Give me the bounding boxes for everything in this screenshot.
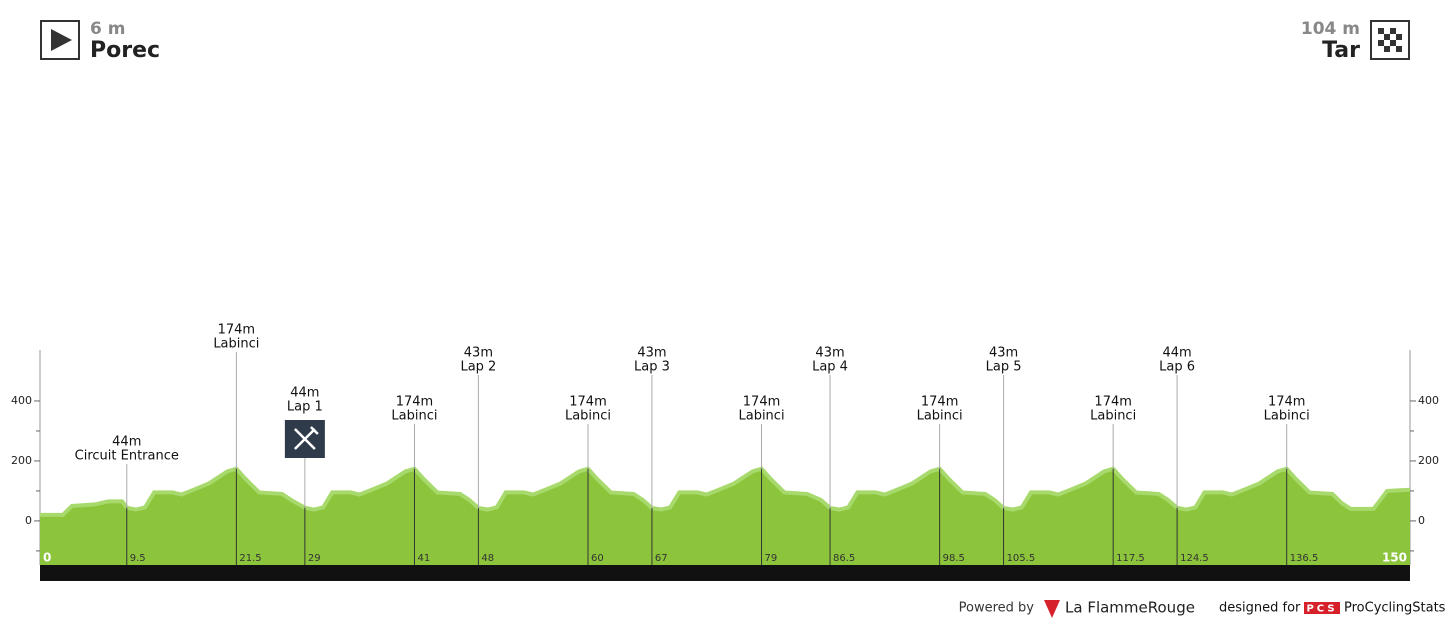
pcs-logo-text: PCS xyxy=(1306,604,1337,615)
baseline-bar xyxy=(40,565,1410,581)
x-tick-label: 21.5 xyxy=(239,553,261,564)
marker-name: Labinci xyxy=(917,409,963,424)
start-elevation: 6 m xyxy=(90,19,125,39)
feed-zone-icon xyxy=(284,420,325,458)
marker-elevation: 43m xyxy=(464,346,493,361)
y-tick-label: 0 xyxy=(25,514,32,527)
marker-name: Labinci xyxy=(391,409,437,424)
y-tick-label: 200 xyxy=(1418,454,1439,467)
y-tick-label: 0 xyxy=(1418,514,1425,527)
marker-name: Lap 1 xyxy=(287,400,323,415)
x-tick-label: 136.5 xyxy=(1290,553,1319,564)
marker-elevation: 174m xyxy=(569,395,606,410)
marker-elevation: 174m xyxy=(1094,395,1131,410)
finish-icon xyxy=(1370,20,1410,60)
marker-name: Lap 4 xyxy=(812,360,848,375)
feed-zone-symbol xyxy=(293,426,319,450)
start-icon xyxy=(40,20,80,60)
x-tick-label: 117.5 xyxy=(1116,553,1145,564)
marker-elevation: 174m xyxy=(743,395,780,410)
brand-icon xyxy=(1044,600,1060,618)
marker-elevation: 43m xyxy=(815,346,844,361)
elevation-line xyxy=(40,466,1411,517)
x-tick-label: 29 xyxy=(308,553,321,564)
x-tick-label: 98.5 xyxy=(943,553,965,564)
y-tick-label: 400 xyxy=(11,394,32,407)
x-tick-label: 86.5 xyxy=(833,553,855,564)
marker-name: Lap 6 xyxy=(1159,360,1195,375)
x-tick-label: 41 xyxy=(417,553,430,564)
marker-elevation: 174m xyxy=(396,395,433,410)
marker-name: Lap 5 xyxy=(986,360,1022,375)
marker-elevation: 174m xyxy=(218,323,255,338)
powered-by: Powered by xyxy=(959,601,1035,616)
y-tick-label: 400 xyxy=(1418,394,1439,407)
marker-elevation: 43m xyxy=(989,346,1018,361)
marker-elevation: 44m xyxy=(112,435,141,450)
pcs-logo xyxy=(1304,602,1340,614)
marker-name: Lap 3 xyxy=(634,360,670,375)
marker-name: Labinci xyxy=(1264,409,1310,424)
marker-name: Labinci xyxy=(565,409,611,424)
x-tick-label: 60 xyxy=(591,553,604,564)
designed-for: designed for xyxy=(1219,601,1301,616)
x-tick-label: 150 xyxy=(1382,551,1407,565)
marker-elevation: 174m xyxy=(921,395,958,410)
x-tick-label: 0 xyxy=(43,551,51,565)
x-tick-label: 79 xyxy=(765,553,778,564)
marker-name: Labinci xyxy=(1090,409,1136,424)
finish-elevation: 104 m xyxy=(1301,19,1360,39)
x-tick-label: 124.5 xyxy=(1180,553,1209,564)
site-name: ProCyclingStats xyxy=(1344,601,1446,616)
x-tick-label: 48 xyxy=(481,553,494,564)
marker-name: Labinci xyxy=(738,409,784,424)
y-tick-label: 200 xyxy=(11,454,32,467)
x-tick-label: 9.5 xyxy=(130,553,146,564)
marker-elevation: 43m xyxy=(637,346,666,361)
marker-name: Lap 2 xyxy=(460,360,496,375)
marker-name: Labinci xyxy=(213,337,259,352)
marker-name: Circuit Entrance xyxy=(75,449,179,464)
marker-elevation: 174m xyxy=(1268,395,1305,410)
brand: La FlammeRouge xyxy=(1065,599,1195,617)
x-tick-label: 67 xyxy=(655,553,668,564)
finish-name: Tar xyxy=(1322,38,1360,63)
marker-elevation: 44m xyxy=(290,386,319,401)
marker-elevation: 44m xyxy=(1162,346,1191,361)
x-tick-label: 105.5 xyxy=(1007,553,1036,564)
elevation-area xyxy=(40,468,1410,565)
start-name: Porec xyxy=(90,38,160,63)
